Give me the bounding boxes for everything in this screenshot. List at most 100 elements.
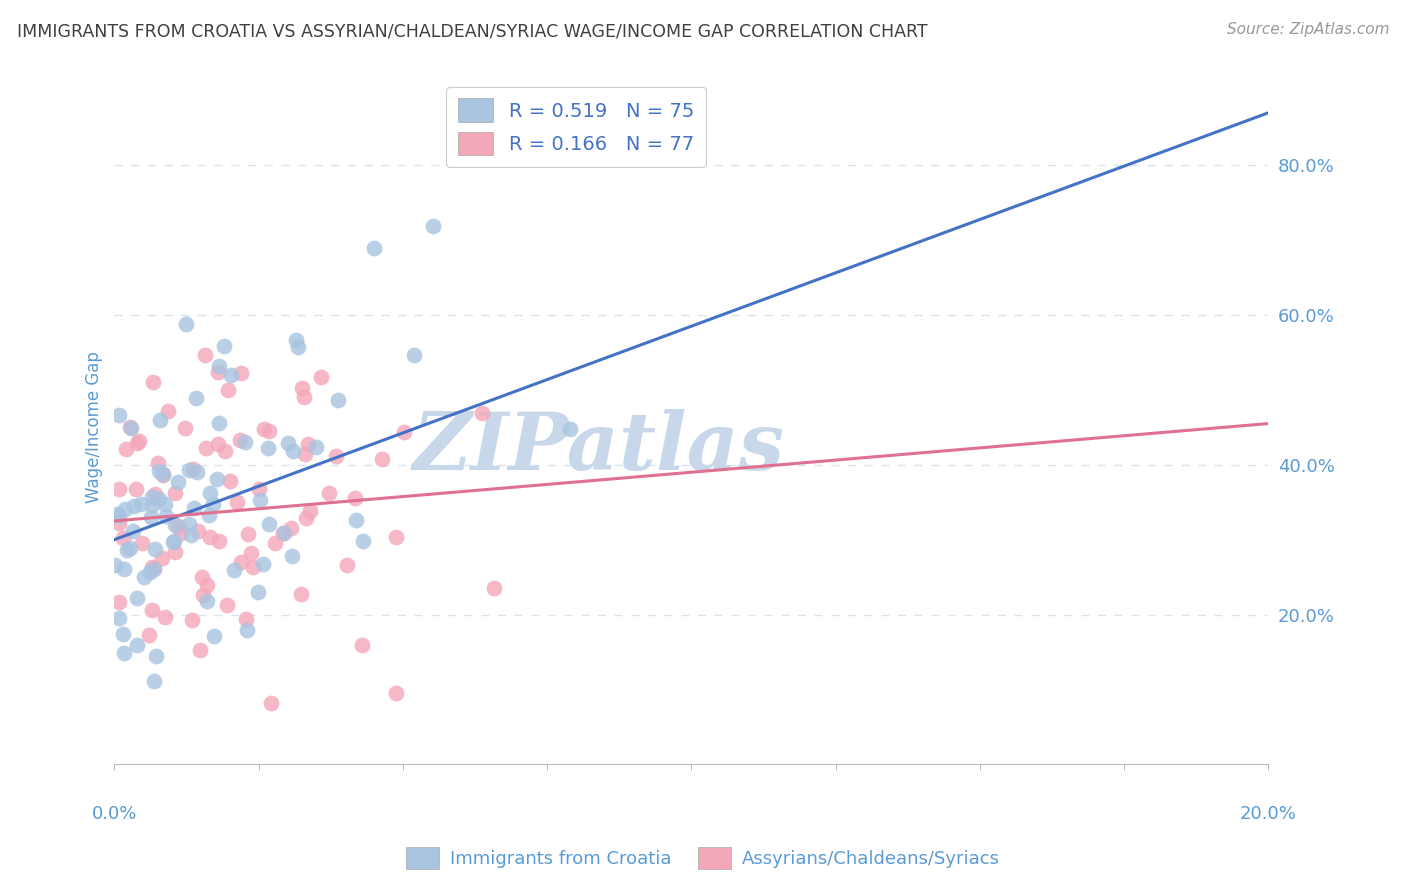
Point bbox=[198, 508, 221, 523]
Point bbox=[162, 534, 184, 549]
Point bbox=[385, 530, 408, 544]
Point bbox=[326, 392, 349, 407]
Point bbox=[108, 611, 131, 625]
Point bbox=[257, 516, 280, 531]
Point bbox=[139, 565, 162, 579]
Point bbox=[190, 643, 212, 657]
Point bbox=[122, 500, 145, 514]
Legend: R = 0.519   N = 75, R = 0.166   N = 77: R = 0.519 N = 75, R = 0.166 N = 77 bbox=[446, 87, 706, 167]
Point bbox=[212, 339, 235, 353]
Point bbox=[257, 424, 280, 438]
Point bbox=[208, 533, 231, 548]
Point bbox=[294, 447, 316, 461]
Point bbox=[219, 368, 242, 383]
Point bbox=[226, 495, 249, 509]
Point bbox=[114, 501, 136, 516]
Point bbox=[228, 433, 250, 447]
Point bbox=[249, 493, 271, 508]
Point bbox=[194, 441, 217, 455]
Point bbox=[233, 434, 256, 449]
Point bbox=[186, 465, 208, 479]
Point bbox=[112, 562, 135, 576]
Point bbox=[120, 420, 142, 434]
Point bbox=[148, 464, 170, 478]
Point bbox=[350, 638, 373, 652]
Point bbox=[108, 482, 131, 496]
Point bbox=[297, 437, 319, 451]
Text: 0.0%: 0.0% bbox=[91, 805, 138, 822]
Point bbox=[336, 558, 359, 572]
Point bbox=[214, 444, 236, 458]
Point bbox=[482, 581, 505, 595]
Point bbox=[143, 561, 166, 575]
Point bbox=[371, 452, 394, 467]
Point bbox=[127, 591, 149, 605]
Point bbox=[363, 241, 385, 255]
Point bbox=[201, 497, 224, 511]
Point bbox=[242, 559, 264, 574]
Point bbox=[236, 526, 259, 541]
Point bbox=[181, 462, 204, 476]
Point bbox=[153, 498, 176, 512]
Point bbox=[174, 317, 197, 331]
Point bbox=[141, 490, 163, 504]
Point bbox=[236, 623, 259, 637]
Point bbox=[207, 437, 229, 451]
Point bbox=[198, 530, 221, 544]
Point bbox=[191, 588, 214, 602]
Point bbox=[344, 491, 367, 506]
Point bbox=[217, 384, 239, 398]
Point bbox=[108, 595, 131, 609]
Point bbox=[142, 375, 165, 389]
Point bbox=[229, 555, 252, 569]
Point bbox=[299, 504, 322, 518]
Point bbox=[170, 526, 193, 541]
Point bbox=[138, 628, 160, 642]
Point bbox=[224, 563, 246, 577]
Point bbox=[252, 557, 274, 571]
Point bbox=[162, 534, 184, 549]
Point bbox=[179, 463, 201, 477]
Point bbox=[256, 441, 278, 455]
Point bbox=[235, 612, 257, 626]
Point bbox=[127, 638, 149, 652]
Point bbox=[195, 578, 218, 592]
Point bbox=[246, 585, 269, 599]
Point bbox=[163, 486, 186, 500]
Point bbox=[163, 545, 186, 559]
Point bbox=[149, 413, 172, 427]
Point bbox=[195, 593, 218, 607]
Point bbox=[184, 391, 207, 405]
Point bbox=[194, 348, 217, 362]
Point bbox=[129, 497, 152, 511]
Point bbox=[181, 613, 204, 627]
Point bbox=[145, 648, 167, 663]
Point bbox=[273, 525, 295, 540]
Point bbox=[152, 467, 174, 481]
Point bbox=[309, 370, 332, 384]
Point bbox=[157, 404, 180, 418]
Point bbox=[166, 475, 188, 489]
Text: Source: ZipAtlas.com: Source: ZipAtlas.com bbox=[1226, 22, 1389, 37]
Legend: Immigrants from Croatia, Assyrians/Chaldeans/Syriacs: Immigrants from Croatia, Assyrians/Chald… bbox=[398, 838, 1008, 879]
Point bbox=[107, 508, 129, 523]
Point bbox=[141, 560, 163, 574]
Point bbox=[207, 366, 229, 380]
Point bbox=[239, 546, 262, 560]
Point bbox=[219, 474, 242, 488]
Point bbox=[112, 646, 135, 660]
Point bbox=[305, 440, 328, 454]
Point bbox=[187, 524, 209, 538]
Point bbox=[167, 519, 190, 533]
Point bbox=[560, 422, 582, 436]
Point bbox=[247, 482, 270, 496]
Point bbox=[287, 340, 309, 354]
Point bbox=[107, 409, 129, 423]
Point bbox=[114, 442, 136, 456]
Point bbox=[325, 449, 347, 463]
Point bbox=[143, 542, 166, 557]
Point bbox=[281, 549, 304, 563]
Point bbox=[264, 536, 287, 550]
Point bbox=[280, 521, 302, 535]
Point bbox=[173, 421, 195, 435]
